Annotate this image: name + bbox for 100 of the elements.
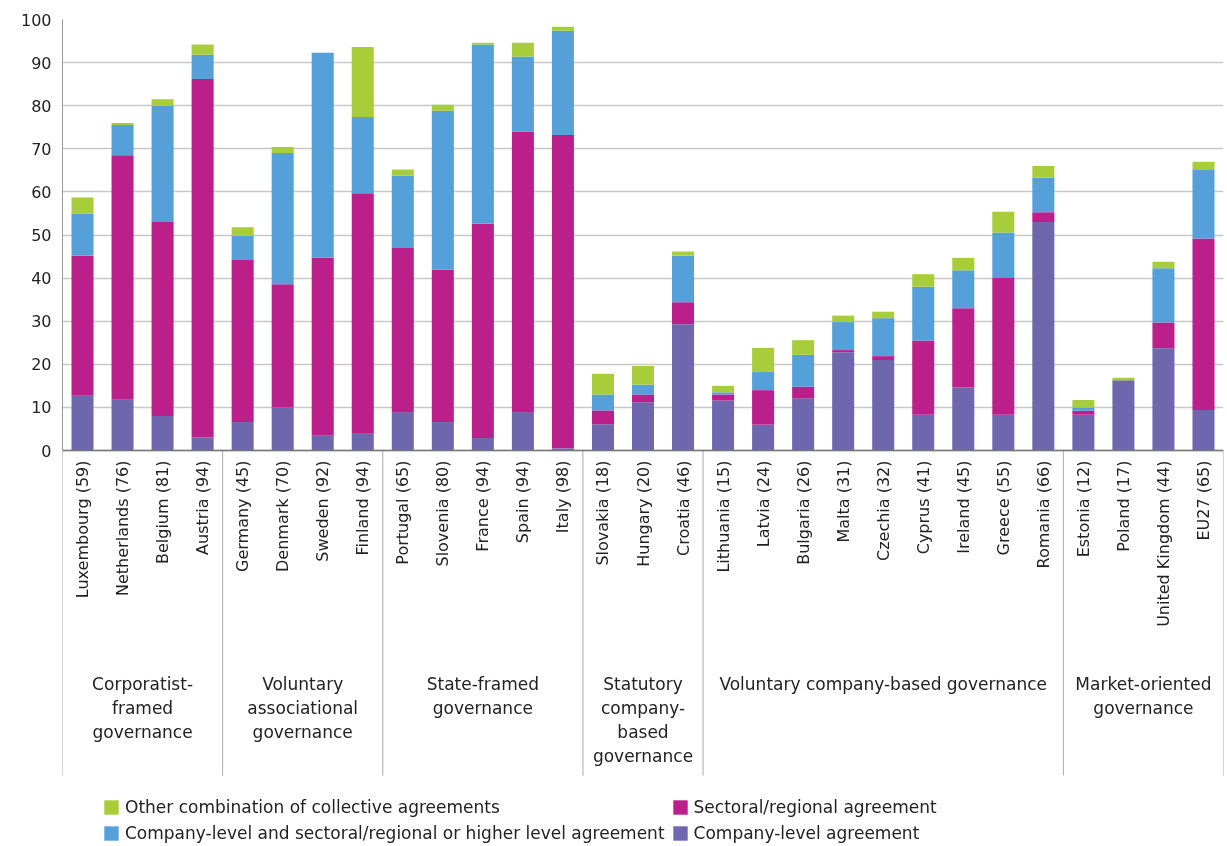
- y-tick-label: 100: [20, 10, 52, 30]
- bar: [631, 384, 655, 395]
- bar: [271, 284, 294, 408]
- bar: [1192, 238, 1215, 410]
- bar: [872, 318, 895, 357]
- bar: [591, 394, 614, 411]
- bar: [792, 386, 815, 399]
- bar: [1072, 414, 1095, 451]
- bar: [271, 153, 294, 285]
- bar: [712, 394, 735, 401]
- y-tick-label: 30: [31, 312, 52, 332]
- x-tick-label: Czechia (32): [873, 460, 893, 562]
- bar: [912, 274, 935, 287]
- bar: [391, 412, 414, 451]
- bar: [431, 422, 454, 451]
- bar: [271, 407, 294, 451]
- x-tick-label: France (94): [473, 460, 493, 552]
- bar: [1152, 322, 1175, 349]
- bar: [832, 350, 855, 353]
- bar: [431, 269, 454, 423]
- bar: [1192, 409, 1215, 451]
- bar: [511, 131, 534, 413]
- bar: [752, 372, 775, 391]
- bar: [1032, 166, 1055, 178]
- bar: [1112, 380, 1135, 451]
- bar: [792, 398, 815, 451]
- x-tick-label: Lithuania (15): [713, 460, 733, 573]
- bar: [551, 448, 574, 451]
- bar: [992, 278, 1015, 415]
- bar: [231, 227, 254, 236]
- bar: [111, 122, 134, 126]
- bar: [71, 255, 94, 396]
- bar: [712, 400, 735, 451]
- bar: [71, 395, 94, 451]
- bar: [1032, 222, 1055, 451]
- bar: [231, 235, 254, 260]
- x-tick-label: Denmark (70): [273, 460, 293, 572]
- bar: [792, 340, 815, 355]
- text: Voluntary company-based governance: [719, 673, 1048, 694]
- bar: [912, 286, 935, 341]
- x-tick-label: Spain (94): [513, 460, 533, 544]
- bar: [511, 412, 534, 451]
- x-tick-label: United Kingdom (44): [1153, 460, 1173, 627]
- x-tick-label: Croatia (46): [673, 460, 693, 556]
- bar: [872, 311, 895, 319]
- bar: [712, 392, 735, 395]
- bar: [1072, 407, 1095, 411]
- bar: [832, 315, 855, 323]
- x-tick-label: Slovakia (18): [593, 460, 613, 566]
- y-tick-label: 90: [31, 53, 52, 73]
- bar: [191, 437, 214, 451]
- bar: [672, 302, 695, 325]
- bar: [912, 340, 935, 415]
- bar: [952, 270, 975, 309]
- legend-label: Company-level and sectoral/regional or higher level agreement: [125, 823, 665, 843]
- y-tick-label: 50: [31, 226, 52, 245]
- y-tick-label: 10: [31, 398, 52, 418]
- bar: [151, 99, 174, 106]
- y-tick-label: 40: [31, 269, 52, 289]
- legend-label: Company-level agreement: [693, 823, 921, 843]
- bar: [792, 354, 815, 387]
- bar: [191, 44, 214, 55]
- bar: [1152, 261, 1175, 269]
- text: State-framed governance: [426, 673, 540, 718]
- bar: [912, 414, 935, 451]
- bar: [351, 47, 374, 117]
- bar: [311, 257, 334, 436]
- x-tick-label: Belgium (81): [153, 460, 173, 565]
- bar: [672, 324, 695, 451]
- bar: [511, 42, 534, 57]
- bar: [591, 410, 614, 425]
- text: Statutory company-based governance: [592, 673, 694, 766]
- bar: [992, 232, 1015, 279]
- y-tick-label: 0: [41, 441, 52, 461]
- y-tick-label: 20: [31, 355, 52, 375]
- bar: [191, 78, 214, 438]
- bar: [511, 56, 534, 132]
- x-tick-label: Estonia (12): [1073, 460, 1093, 558]
- bar: [712, 385, 735, 393]
- bar: [551, 26, 574, 31]
- bar: [1072, 410, 1095, 415]
- bar: [631, 394, 655, 403]
- bar: [471, 223, 494, 438]
- bar: [391, 169, 414, 176]
- x-tick-label: Italy (98): [553, 460, 573, 534]
- bar: [111, 125, 134, 156]
- bar: [1192, 169, 1215, 239]
- x-tick-label: EU27 (65): [1193, 460, 1213, 541]
- x-tick-label: Latvia (24): [753, 460, 773, 548]
- y-tick-label: 80: [31, 96, 52, 116]
- bar: [992, 414, 1015, 451]
- bar: [351, 116, 374, 194]
- bar: [151, 222, 174, 417]
- bar: [1152, 348, 1175, 451]
- bar: [311, 435, 334, 451]
- bar: [431, 110, 454, 270]
- text: Corporatist-framed governance: [92, 673, 194, 742]
- bar: [752, 390, 775, 425]
- bar: [832, 352, 855, 451]
- bar: [752, 347, 775, 373]
